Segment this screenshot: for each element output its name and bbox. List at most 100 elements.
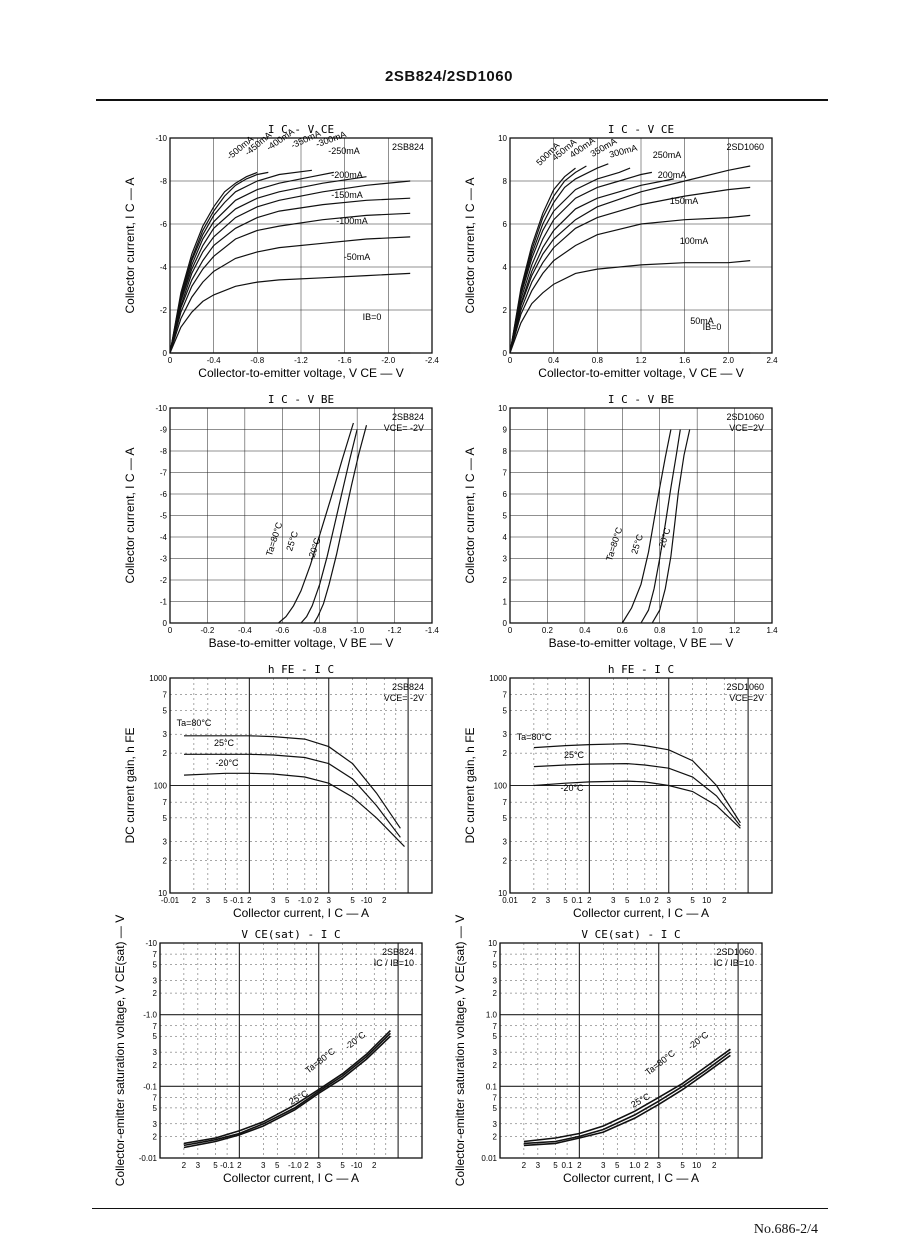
curve-label: Ta=80°C <box>264 520 284 557</box>
x-axis-label: Collector current, I C — A <box>563 1171 699 1185</box>
x-tick-label: 5 <box>553 1161 558 1170</box>
y-tick-label: 100 <box>154 782 168 791</box>
x-tick-label: -0.4 <box>207 356 221 365</box>
curve-label: 200mA <box>658 170 687 180</box>
series-line <box>184 753 401 838</box>
y-tick-label: -4 <box>160 533 168 542</box>
x-tick-label: 2 <box>587 896 592 905</box>
x-tick-label: 2 <box>722 896 727 905</box>
chart-title: I C - V BE <box>608 393 674 406</box>
x-tick-label: 2 <box>372 1161 377 1170</box>
y-tick-label: 7 <box>153 950 158 959</box>
chart-ic-vbe-2sb824: I C - V BE 0 -0.2 -0.4 -0.6 -0.8 -1.0 -1.2 -1.4 0… <box>122 390 442 650</box>
y-tick-label: -10 <box>145 939 157 948</box>
series-line <box>509 163 609 354</box>
x-tick-label: 3 <box>546 896 551 905</box>
y-tick-label: 5 <box>493 1032 498 1041</box>
y-tick-label: 6 <box>503 220 508 229</box>
series-line <box>169 171 334 354</box>
x-tick-label: 1.2 <box>729 626 741 635</box>
y-tick-label: 1.0 <box>486 1011 498 1020</box>
annotation-text: 2SD1060 <box>726 682 764 692</box>
y-tick-label: 2 <box>503 306 508 315</box>
series-line <box>169 169 312 354</box>
y-tick-label: 5 <box>153 1032 158 1041</box>
series-line <box>533 780 741 829</box>
curve-label: -20°C <box>656 526 673 552</box>
y-tick-label: 10 <box>488 939 497 948</box>
x-axis-label: Collector-to-emitter voltage, V CE — V <box>538 366 743 380</box>
x-tick-label: 5 <box>625 896 630 905</box>
y-tick-label: -6 <box>160 220 168 229</box>
series-line <box>523 1054 731 1147</box>
x-tick-label: 5 <box>690 896 695 905</box>
x-tick-label: -1.0 <box>298 896 312 905</box>
x-tick-label: 0.01 <box>502 896 518 905</box>
y-tick-label: -1.0 <box>143 1011 157 1020</box>
x-tick-label: 0.1 <box>572 896 584 905</box>
series-line <box>509 165 587 354</box>
annotation-text: 2SD1060 <box>726 412 764 422</box>
x-tick-label: 2 <box>712 1161 717 1170</box>
x-tick-label: 3 <box>536 1161 541 1170</box>
x-tick-label: 5 <box>350 896 355 905</box>
chart-ic-vce-2sb824: I C - V CE 0 -0.4 -0.8 -1.2 -1.6 -2.0 -2.4 0 -2 -4… <box>122 120 442 380</box>
x-tick-label: 5 <box>680 1161 685 1170</box>
x-tick-label: -0.2 <box>201 626 215 635</box>
x-tick-label: -0.1 <box>220 1161 234 1170</box>
y-tick-label: 2 <box>493 1132 498 1141</box>
x-tick-label: 2 <box>532 896 537 905</box>
x-tick-label: 2.0 <box>723 356 735 365</box>
curve-label: Ta=80°C <box>604 525 624 562</box>
series-line <box>640 429 681 624</box>
y-tick-label: -0.01 <box>139 1154 158 1163</box>
series-line <box>523 1051 731 1145</box>
chart-svg: h FE - I C-0.01 2 3 5 -0.1 2 3 5 -1.0 2 3 5 -10 21023… <box>123 663 433 920</box>
series-line <box>300 429 358 624</box>
x-tick-label: -0.6 <box>275 626 289 635</box>
x-tick-label: 5 <box>223 896 228 905</box>
x-tick-label: 1.0 <box>629 1161 641 1170</box>
x-tick-label: 2 <box>192 896 197 905</box>
series-line <box>278 422 354 624</box>
x-axis-label: Collector current, I C — A <box>573 906 709 920</box>
y-tick-label: 1 <box>503 598 508 607</box>
grid <box>169 677 433 894</box>
series-line <box>509 165 751 354</box>
x-tick-label: -0.4 <box>238 626 252 635</box>
y-tick-label: -2 <box>160 306 168 315</box>
y-tick-label: -8 <box>160 177 168 186</box>
curve-label: 25°C <box>564 750 585 760</box>
annotation-text: VCE= -2V <box>384 423 424 433</box>
x-tick-label: 0.8 <box>592 356 604 365</box>
y-tick-label: 5 <box>493 1104 498 1113</box>
series-line <box>523 1048 731 1143</box>
x-tick-label: 1.2 <box>635 356 647 365</box>
y-tick-label: 2 <box>153 989 158 998</box>
grid <box>509 677 773 894</box>
plot-frame <box>169 677 433 894</box>
annotation-text: 2SD1060 <box>716 947 754 957</box>
x-tick-label: 0 <box>508 626 513 635</box>
chart-svg: I C - V BE 0 -0.2 -0.4 -0.6 -0.8 -1.0 -1.2 -1.4 0… <box>123 393 439 650</box>
chart-title: V CE(sat) - I C <box>581 928 680 941</box>
series-line <box>169 272 411 354</box>
x-tick-label: 3 <box>657 1161 662 1170</box>
curve-label: 150mA <box>670 196 699 206</box>
y-tick-label: 9 <box>503 426 508 435</box>
curve-label: -50mA <box>344 252 371 262</box>
x-tick-label: 0 <box>168 356 173 365</box>
y-tick-label: 10 <box>498 889 507 898</box>
chart-title: h FE - I C <box>268 663 334 676</box>
x-tick-label: 2 <box>314 896 319 905</box>
y-tick-label: 2 <box>503 857 508 866</box>
y-tick-label: -6 <box>160 490 168 499</box>
chart-title: I C - V CE <box>268 123 334 136</box>
series-line <box>509 167 631 354</box>
y-tick-label: 7 <box>163 798 168 807</box>
series-line <box>533 743 741 824</box>
curve-label: 25°C <box>629 532 645 555</box>
annotation-text: VCE=2V <box>729 693 764 703</box>
chart-title: I C - V CE <box>608 123 674 136</box>
x-tick-label: 3 <box>271 896 276 905</box>
